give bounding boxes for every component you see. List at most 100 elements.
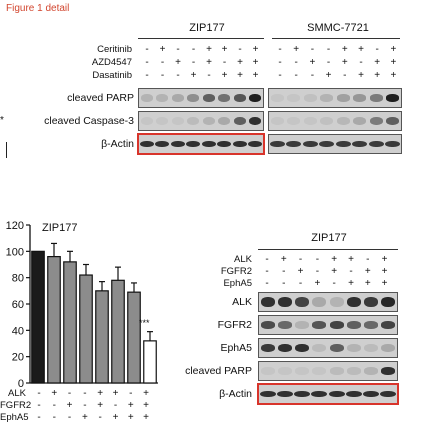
blot-band [364, 321, 379, 329]
blot-band [346, 321, 361, 329]
condition-mark: - [343, 70, 347, 81]
blot-band [259, 390, 276, 398]
condition-mark: + [221, 44, 228, 55]
blot-band [269, 140, 285, 148]
condition-mark: + [331, 266, 338, 277]
condition-mark: - [37, 412, 41, 423]
blot-band [156, 116, 169, 126]
condition-mark: + [325, 70, 332, 81]
condition-mark: - [191, 57, 196, 68]
treatment-label-dasatinib: Dasatinib [92, 70, 132, 81]
bar [111, 279, 125, 384]
condition-mark: - [310, 70, 315, 81]
condition-mark: - [83, 400, 87, 411]
blot-band [294, 390, 311, 398]
y-tick-label: 20 [12, 352, 24, 364]
blot-band [277, 321, 292, 329]
condition-mark: + [143, 388, 150, 399]
blot-band [312, 297, 327, 307]
br-blot-beta-actin [257, 383, 399, 405]
bar [95, 290, 109, 384]
condition-mark: - [294, 70, 298, 81]
stray-bracket [0, 142, 7, 158]
blot-band [140, 94, 153, 102]
blot-band [277, 343, 292, 353]
blot-band [368, 140, 384, 148]
blot-band [295, 367, 310, 375]
y-tick-label: 0 [18, 378, 24, 390]
blot-band [295, 297, 310, 307]
blot-band [353, 94, 367, 102]
condition-mark: - [298, 278, 303, 289]
br-condition-label-alk: ALK [234, 254, 252, 265]
blot-cleaved-parp-smmc7721 [268, 88, 402, 108]
blot-cleaved-caspase3-zip177 [138, 111, 264, 131]
condition-mark: - [278, 57, 282, 68]
condition-mark: + [293, 44, 300, 55]
blot-band [218, 94, 231, 102]
condition-mark: - [332, 278, 336, 289]
condition-mark: - [191, 44, 196, 55]
blot-band [381, 297, 396, 307]
blot-band [381, 321, 396, 329]
blot-band [187, 116, 200, 126]
condition-mark: + [97, 388, 104, 399]
significance-marker: *** [139, 318, 150, 328]
blot-band [364, 367, 379, 375]
condition-mark: - [176, 70, 180, 81]
condition-mark: + [381, 254, 388, 265]
blot-band [217, 140, 232, 148]
blot-beta-actin-zip177 [137, 133, 265, 155]
br-blot-epha5 [258, 338, 398, 358]
condition-mark: - [326, 57, 331, 68]
condition-mark: - [83, 388, 87, 399]
condition-mark: + [159, 44, 166, 55]
condition-mark: - [52, 400, 56, 411]
blot-band [202, 94, 215, 102]
condition-mark: + [297, 266, 304, 277]
blot-band [336, 116, 350, 126]
blot-band [352, 140, 368, 148]
blot-band [170, 140, 185, 148]
blot-band [187, 94, 200, 102]
condition-mark: - [37, 400, 41, 411]
blot-band [249, 116, 262, 126]
blot-band [302, 140, 318, 148]
condition-mark: + [81, 412, 88, 423]
blot-band [380, 390, 397, 398]
condition-mark: - [282, 278, 286, 289]
condition-mark: + [364, 266, 371, 277]
condition-mark: + [381, 278, 388, 289]
condition-mark: - [265, 266, 269, 277]
bar-condition-label-epha5: EphA5 [0, 412, 29, 423]
condition-mark: + [252, 70, 259, 81]
condition-mark: - [310, 44, 315, 55]
br-group-title: ZIP177 [311, 232, 347, 244]
blot-band [312, 367, 327, 375]
blot-band [385, 140, 401, 148]
condition-mark: - [282, 266, 286, 277]
blot-band [369, 94, 383, 102]
blot-band [233, 94, 246, 102]
bar [31, 250, 45, 384]
treatment-label-azd4547: AZD4547 [91, 57, 132, 68]
condition-mark: - [145, 44, 149, 55]
condition-mark: + [314, 278, 321, 289]
condition-mark: + [237, 70, 243, 81]
group-underline [138, 38, 264, 39]
condition-mark: + [51, 388, 58, 399]
condition-mark: + [143, 412, 150, 423]
blot-band [311, 390, 328, 398]
bar-condition-label-fgfr2: FGFR2 [0, 400, 32, 411]
group-title-zip177: ZIP177 [189, 22, 225, 34]
blot-band [381, 367, 396, 375]
condition-mark: + [175, 57, 181, 68]
blot-cleaved-caspase3-smmc7721 [268, 111, 402, 131]
br-blot-alk [258, 292, 398, 312]
condition-mark: + [221, 70, 228, 81]
group-title-smmc7721: SMMC-7721 [307, 22, 369, 34]
br-blot-fgfr2 [258, 315, 398, 335]
condition-mark: + [358, 44, 364, 55]
blot-band [353, 116, 367, 126]
br-condition-label-epha5: EphA5 [223, 278, 252, 289]
